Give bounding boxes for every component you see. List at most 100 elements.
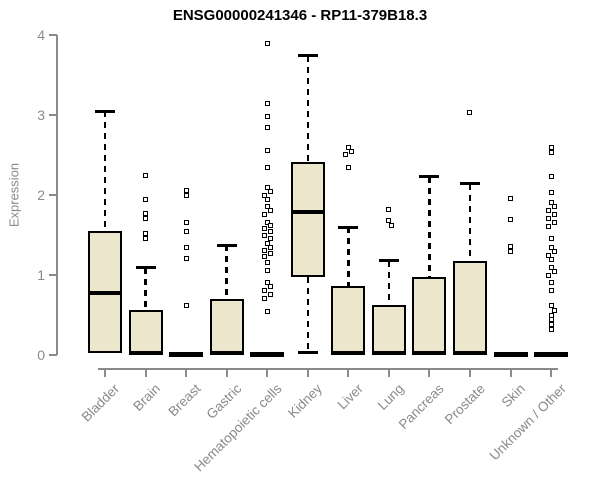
outlier-point [143, 172, 149, 178]
median-line [128, 351, 163, 356]
outlier-point [264, 203, 270, 209]
outlier-point [548, 322, 554, 328]
collapsed-box [169, 351, 204, 357]
outlier-point [143, 215, 149, 221]
outlier-point [545, 223, 551, 229]
box-iqr [290, 162, 325, 277]
collapsed-box [534, 351, 569, 357]
outlier-point [508, 217, 513, 223]
outlier-point [545, 252, 551, 258]
outlier-point [267, 235, 273, 241]
outlier-point [345, 165, 351, 171]
median-line [412, 351, 447, 356]
upper-whisker [428, 176, 431, 277]
outlier-point [548, 312, 554, 318]
outlier-point [389, 222, 395, 228]
outlier-point [183, 255, 189, 261]
outlier-point [548, 265, 554, 271]
x-tick-label-liver: Liver [334, 381, 366, 413]
y-axis-tick [49, 34, 57, 36]
outlier-point [386, 206, 392, 212]
upper-whisker [468, 183, 472, 261]
collapsed-box [493, 351, 528, 357]
outlier-point [261, 211, 267, 217]
box-iqr [371, 304, 406, 355]
outlier-point [183, 245, 189, 251]
outlier-point [261, 287, 267, 293]
x-axis-tick [509, 369, 512, 377]
outlier-point [267, 283, 273, 289]
x-tick-label-lung: Lung [374, 381, 407, 413]
outlier-point [551, 211, 557, 217]
outlier-point [183, 219, 189, 225]
outlier-point [261, 295, 267, 301]
outlier-point [548, 199, 554, 205]
upper-whisker-cap [419, 175, 440, 179]
outlier-point [545, 215, 551, 221]
y-tick-label: 4 [37, 27, 45, 43]
y-tick-label: 0 [37, 347, 45, 363]
outlier-point [267, 222, 273, 228]
outlier-point [548, 326, 554, 332]
outlier-point [143, 235, 149, 241]
outlier-point [548, 174, 554, 180]
outlier-point [267, 291, 273, 297]
outlier-point [548, 244, 554, 250]
x-axis-tick [104, 369, 106, 377]
outlier-point [143, 197, 149, 203]
outlier-point [183, 302, 189, 308]
x-tick-label-brain: Brain [130, 381, 164, 414]
outlier-point [264, 40, 270, 46]
outlier-point [548, 257, 554, 263]
outlier-point [264, 309, 270, 315]
outlier-point [267, 229, 273, 235]
outlier-point [264, 241, 270, 247]
chart-title: ENSG00000241346 - RP11-379B18.3 [172, 7, 428, 24]
outlier-point [545, 207, 551, 213]
y-tick-label: 3 [37, 107, 45, 123]
y-axis-tick [49, 354, 57, 356]
box-iqr [412, 276, 447, 355]
outlier-point [551, 248, 557, 254]
x-tick-label-breast: Breast [165, 381, 204, 420]
outlier-point [264, 259, 270, 265]
outlier-point [143, 210, 149, 216]
outlier-point [548, 150, 554, 156]
median-line [290, 209, 325, 214]
outlier-point [267, 244, 273, 250]
outlier-point [267, 250, 273, 256]
outlier-point [508, 248, 513, 254]
outlier-point [548, 317, 554, 323]
x-tick-label-prostate: Prostate [441, 381, 488, 428]
upper-whisker-cap [338, 225, 359, 229]
outlier-point [183, 187, 189, 193]
x-tick-label-bladder: Bladder [79, 381, 123, 425]
outlier-point [264, 197, 270, 203]
upper-whisker-cap [216, 243, 237, 247]
y-axis-line [56, 35, 58, 355]
upper-whisker [347, 227, 350, 287]
outlier-point [508, 195, 513, 201]
x-axis-tick [387, 369, 390, 377]
upper-whisker-cap [378, 259, 399, 263]
x-axis-tick [347, 369, 350, 377]
outlier-point [508, 243, 513, 249]
outlier-point [267, 188, 273, 194]
outlier-point [548, 279, 554, 285]
outlier-point [264, 267, 270, 273]
outlier-point [548, 144, 554, 150]
outlier-point [261, 247, 267, 253]
outlier-point [467, 110, 473, 116]
outlier-point [345, 144, 351, 150]
upper-whisker-cap [95, 109, 115, 113]
outlier-point [261, 232, 267, 238]
outlier-point [261, 254, 267, 260]
upper-whisker [103, 111, 107, 231]
outlier-point [264, 114, 270, 120]
outlier-point [545, 273, 551, 279]
outlier-point [551, 307, 557, 313]
median-line [371, 351, 406, 356]
x-axis-tick [225, 369, 228, 377]
median-line [88, 290, 122, 295]
outlier-point [267, 207, 273, 213]
